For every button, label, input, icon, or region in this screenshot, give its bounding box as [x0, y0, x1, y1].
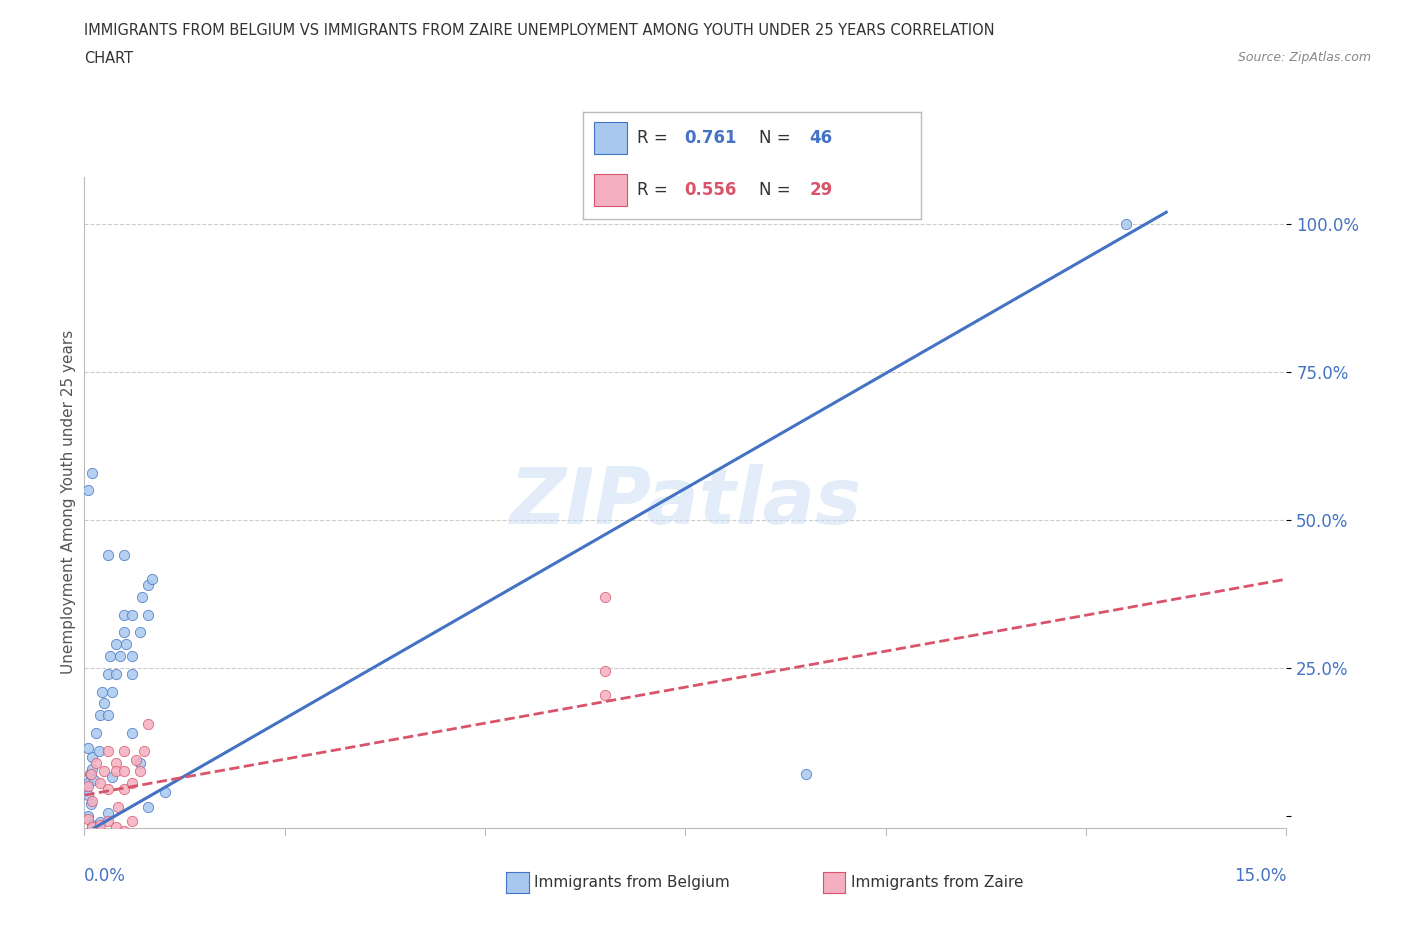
Point	[114, 625, 135, 640]
Point	[80, 797, 103, 812]
Point	[97, 782, 120, 797]
Text: 46: 46	[810, 129, 832, 147]
Point	[595, 590, 617, 604]
Point	[129, 625, 152, 640]
Point	[138, 578, 160, 592]
Point	[83, 773, 105, 788]
Point	[595, 663, 617, 678]
Point	[86, 725, 108, 740]
Point	[129, 764, 152, 779]
Point	[101, 684, 124, 699]
Point	[77, 483, 100, 498]
Text: Immigrants from Belgium: Immigrants from Belgium	[534, 875, 730, 890]
Point	[138, 717, 160, 732]
Point	[82, 750, 104, 764]
Point	[1115, 217, 1137, 232]
Point	[115, 637, 138, 652]
Point	[93, 764, 115, 779]
Text: 15.0%: 15.0%	[1234, 867, 1286, 884]
Point	[114, 764, 135, 779]
Point	[134, 743, 156, 758]
Point	[105, 667, 128, 682]
Text: R =: R =	[637, 180, 673, 199]
Point	[129, 755, 152, 770]
Point	[79, 767, 101, 782]
Bar	[593, 174, 627, 206]
Point	[93, 696, 115, 711]
Point	[114, 823, 135, 838]
Point	[97, 708, 120, 723]
Point	[82, 793, 104, 808]
Point	[87, 743, 110, 758]
Point	[121, 648, 143, 663]
Point	[89, 776, 111, 790]
Text: R =: R =	[637, 129, 673, 147]
Point	[82, 465, 104, 480]
Point	[595, 687, 617, 702]
Point	[105, 819, 128, 834]
Point	[153, 785, 176, 800]
Point	[97, 813, 120, 828]
Point	[138, 607, 160, 622]
Point	[89, 817, 111, 832]
Text: N =: N =	[759, 129, 796, 147]
Text: IMMIGRANTS FROM BELGIUM VS IMMIGRANTS FROM ZAIRE UNEMPLOYMENT AMONG YOUTH UNDER : IMMIGRANTS FROM BELGIUM VS IMMIGRANTS FR…	[84, 23, 995, 38]
Point	[97, 743, 120, 758]
Point	[86, 755, 108, 770]
Point	[77, 776, 100, 790]
Point	[89, 708, 111, 723]
Point	[82, 817, 104, 832]
Text: 29: 29	[810, 180, 832, 199]
Point	[82, 761, 104, 776]
Text: Immigrants from Zaire: Immigrants from Zaire	[851, 875, 1024, 890]
Point	[138, 800, 160, 815]
Point	[114, 607, 135, 622]
Point	[97, 667, 120, 682]
Point	[110, 648, 132, 663]
Point	[105, 637, 128, 652]
Point	[80, 767, 103, 782]
Point	[107, 800, 129, 815]
Point	[105, 764, 128, 779]
Point	[114, 743, 135, 758]
Point	[114, 548, 135, 563]
Point	[121, 725, 143, 740]
Point	[91, 684, 114, 699]
Point	[97, 548, 120, 563]
Text: N =: N =	[759, 180, 796, 199]
Point	[121, 813, 143, 828]
Text: 0.761: 0.761	[685, 129, 737, 147]
Point	[794, 767, 817, 782]
Point	[141, 572, 163, 587]
Point	[125, 752, 148, 767]
Point	[77, 778, 100, 793]
Text: 0.0%: 0.0%	[84, 867, 127, 884]
Text: CHART: CHART	[84, 51, 134, 66]
Text: Source: ZipAtlas.com: Source: ZipAtlas.com	[1237, 51, 1371, 64]
Point	[114, 782, 135, 797]
Y-axis label: Unemployment Among Youth under 25 years: Unemployment Among Youth under 25 years	[60, 330, 76, 674]
Point	[77, 740, 100, 755]
Point	[105, 755, 128, 770]
Point	[82, 819, 104, 834]
Point	[77, 811, 100, 826]
Bar	[593, 123, 627, 154]
Point	[101, 770, 124, 785]
Point	[121, 607, 143, 622]
Point	[131, 590, 153, 604]
Point	[121, 776, 143, 790]
Point	[121, 667, 143, 682]
Point	[77, 788, 100, 803]
Point	[89, 815, 111, 830]
Text: 0.556: 0.556	[685, 180, 737, 199]
Point	[77, 808, 100, 823]
Text: ZIPatlas: ZIPatlas	[509, 464, 862, 540]
Point	[98, 648, 121, 663]
Point	[97, 805, 120, 820]
